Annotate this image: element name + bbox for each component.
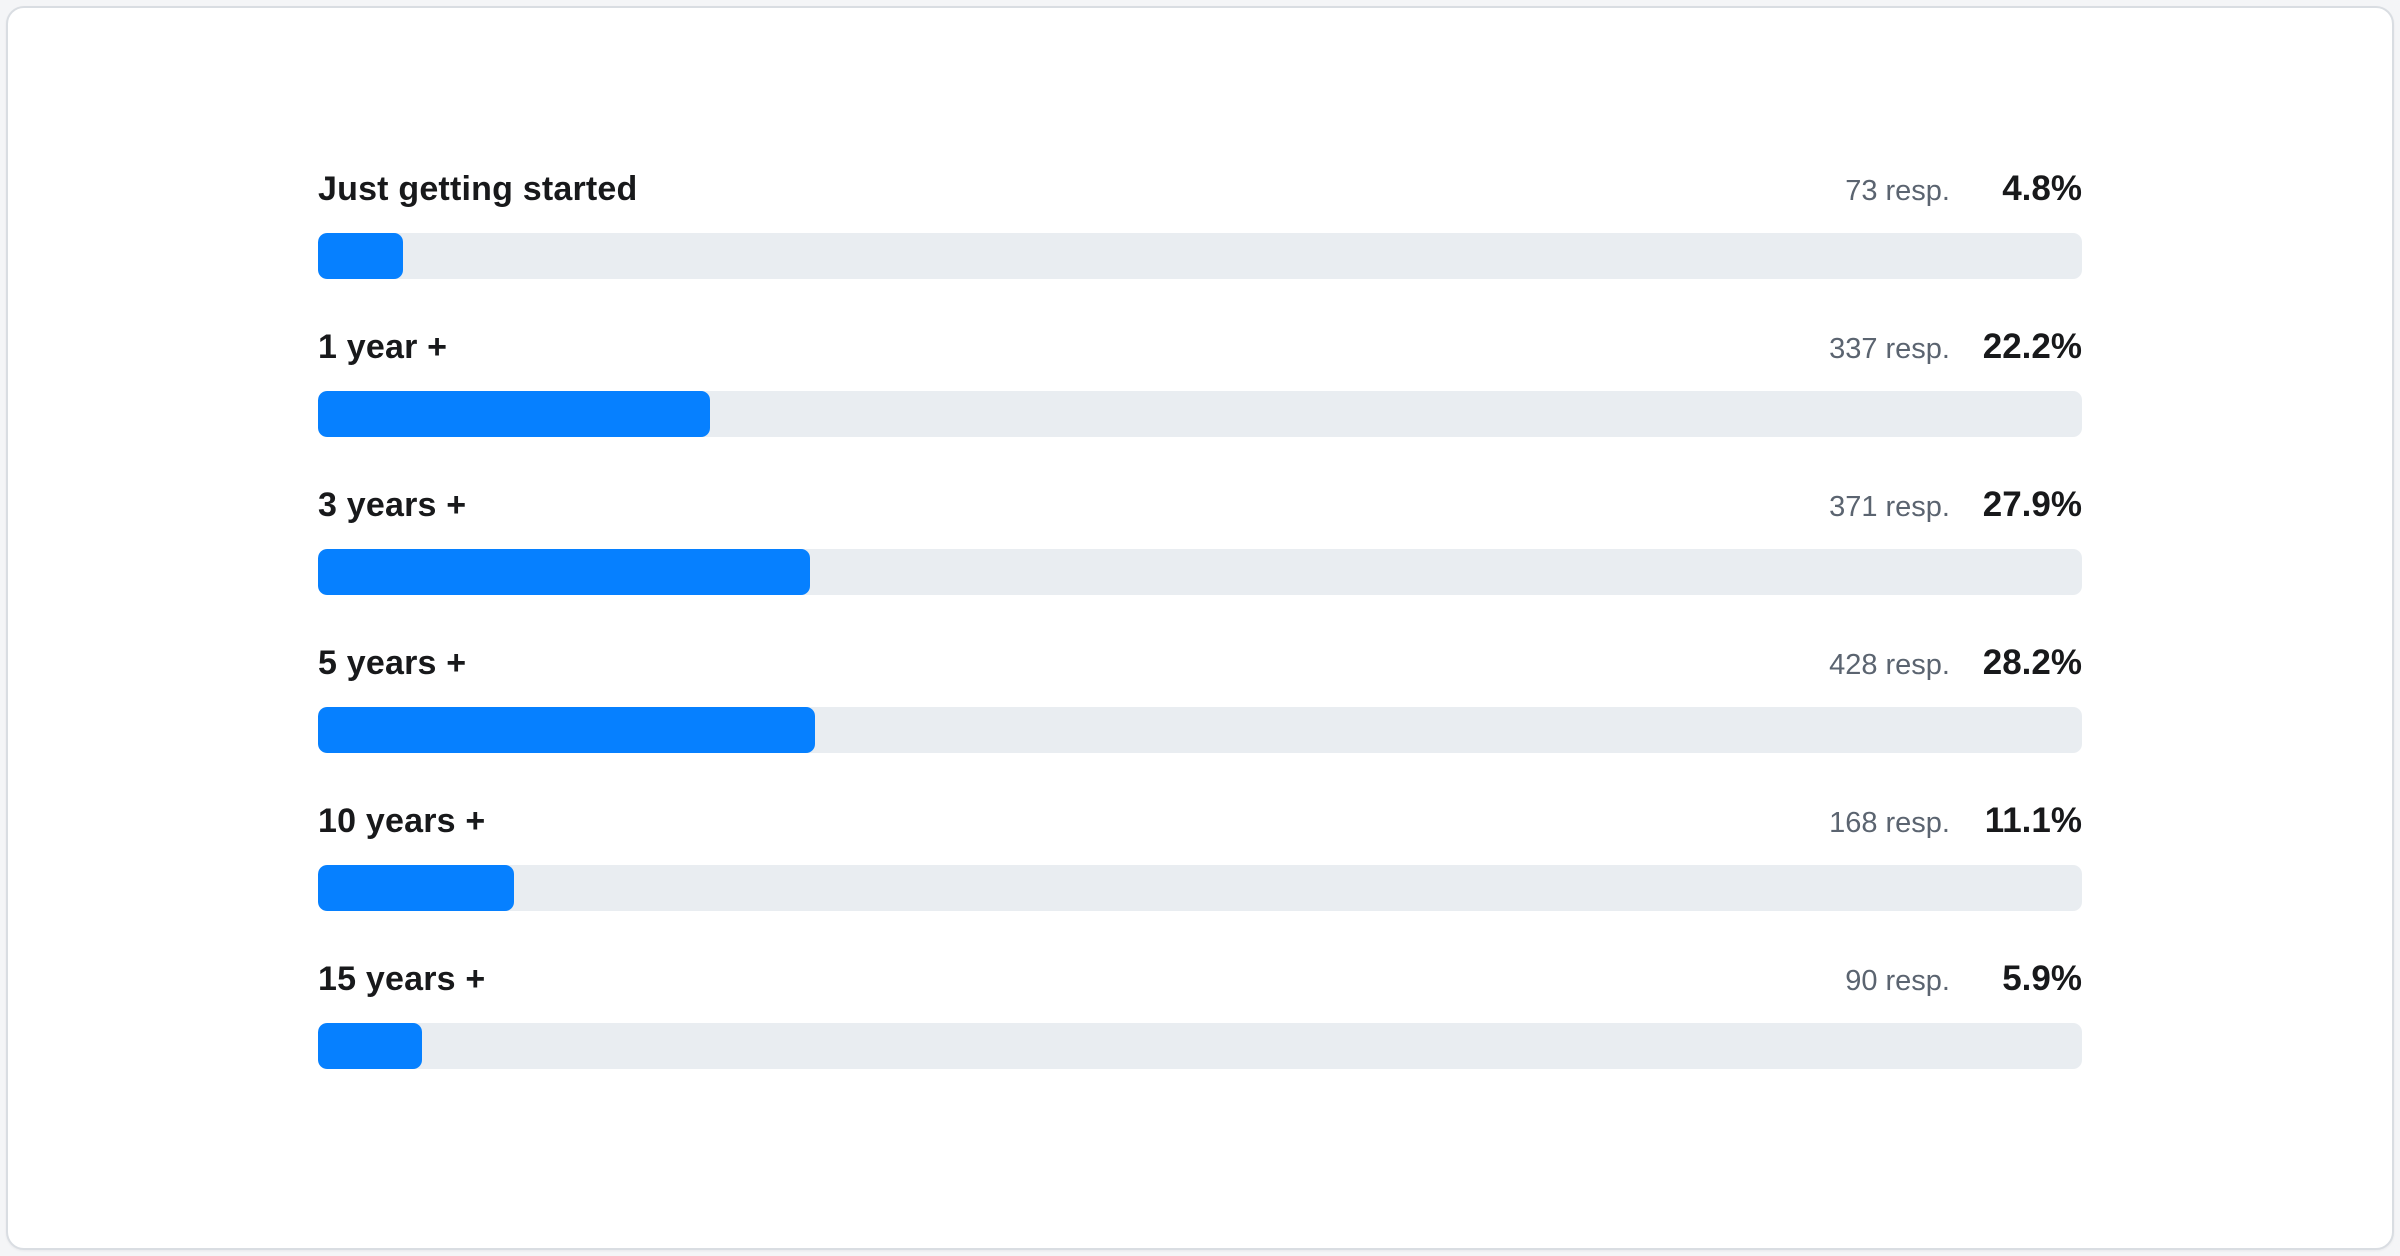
result-row: 3 years + 371 resp. 27.9%	[318, 484, 2082, 595]
respondent-count: 90 resp.	[1845, 965, 1950, 997]
bar-track	[318, 233, 2082, 279]
answer-label: 1 year +	[318, 328, 448, 366]
result-row-header: Just getting started 73 resp. 4.8%	[318, 168, 2082, 212]
percentage-value: 27.9%	[1982, 485, 2082, 524]
bar-fill	[318, 233, 403, 279]
respondent-count: 168 resp.	[1829, 807, 1950, 839]
bar-track	[318, 707, 2082, 753]
bar-fill	[318, 865, 514, 911]
result-row-header: 15 years + 90 resp. 5.9%	[318, 958, 2082, 1002]
answer-label: 3 years +	[318, 486, 467, 524]
results-list: Just getting started 73 resp. 4.8% 1 yea…	[318, 168, 2082, 1069]
bar-fill	[318, 1023, 423, 1069]
bar-fill	[318, 391, 710, 437]
answer-label: 5 years +	[318, 644, 467, 682]
result-row-header: 1 year + 337 resp. 22.2%	[318, 326, 2082, 370]
answer-label: 15 years +	[318, 960, 486, 998]
result-row-header: 3 years + 371 resp. 27.9%	[318, 484, 2082, 528]
result-row: 10 years + 168 resp. 11.1%	[318, 800, 2082, 911]
respondent-count: 371 resp.	[1829, 491, 1950, 523]
bar-track	[318, 549, 2082, 595]
bar-fill	[318, 549, 811, 595]
bar-track	[318, 1023, 2082, 1069]
percentage-value: 4.8%	[2002, 169, 2082, 208]
respondent-count: 73 resp.	[1845, 175, 1950, 207]
respondent-count: 428 resp.	[1829, 649, 1950, 681]
bar-fill	[318, 707, 816, 753]
result-row-header: 10 years + 168 resp. 11.1%	[318, 800, 2082, 844]
answer-label: 10 years +	[318, 802, 486, 840]
result-row: Just getting started 73 resp. 4.8%	[318, 168, 2082, 279]
result-row: 15 years + 90 resp. 5.9%	[318, 958, 2082, 1069]
percentage-value: 28.2%	[1982, 643, 2082, 682]
bar-track	[318, 865, 2082, 911]
answer-label: Just getting started	[318, 170, 638, 208]
result-row: 5 years + 428 resp. 28.2%	[318, 642, 2082, 753]
respondent-count: 337 resp.	[1829, 333, 1950, 365]
survey-results-card: Just getting started 73 resp. 4.8% 1 yea…	[6, 6, 2394, 1250]
percentage-value: 5.9%	[2002, 959, 2082, 998]
percentage-value: 11.1%	[1984, 801, 2082, 840]
percentage-value: 22.2%	[1982, 327, 2082, 366]
bar-track	[318, 391, 2082, 437]
result-row-header: 5 years + 428 resp. 28.2%	[318, 642, 2082, 686]
result-row: 1 year + 337 resp. 22.2%	[318, 326, 2082, 437]
